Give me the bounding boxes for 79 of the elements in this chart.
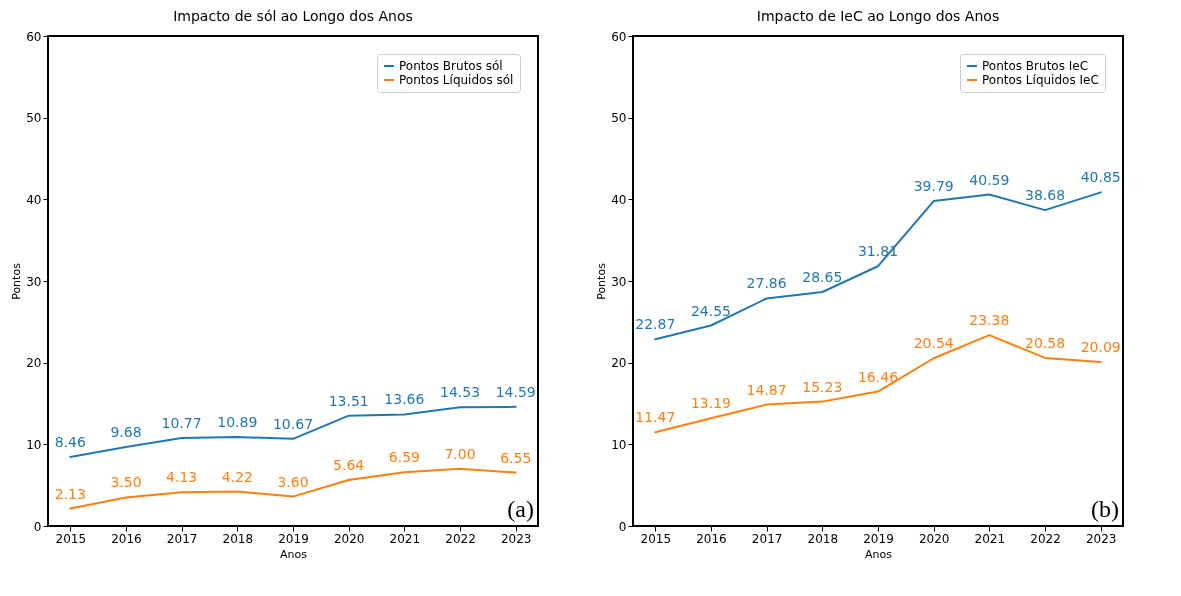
data-label: 5.64 <box>333 456 365 473</box>
data-label: 24.55 <box>690 302 731 319</box>
x-tick-label: 2019 <box>863 531 894 546</box>
data-label: 6.55 <box>500 449 532 466</box>
data-label: 40.85 <box>1080 169 1121 186</box>
data-label: 10.77 <box>161 415 202 432</box>
x-tick-label: 2021 <box>974 531 1006 546</box>
x-tick-label: 2023 <box>1085 531 1117 546</box>
x-tick-label: 2019 <box>278 531 309 546</box>
x-axis-title: Anos <box>865 547 893 561</box>
y-tick-label: 60 <box>26 29 42 44</box>
y-axis-title: Pontos <box>595 262 609 300</box>
chart-title: Impacto de IeC ao Longo dos Anos <box>756 8 1000 24</box>
data-label: 8.46 <box>54 433 86 450</box>
data-label: 20.58 <box>1025 334 1066 351</box>
x-tick-label: 2016 <box>696 531 727 546</box>
x-tick-label: 2022 <box>1030 531 1061 546</box>
x-tick-label: 2021 <box>389 531 421 546</box>
data-label: 9.68 <box>110 423 142 440</box>
x-axis-title: Anos <box>280 547 308 561</box>
legend-label: Pontos Brutos sól <box>399 59 503 73</box>
y-tick-label: 40 <box>26 192 42 207</box>
data-label: 3.60 <box>277 473 309 490</box>
x-tick-label: 2022 <box>445 531 476 546</box>
data-label: 4.13 <box>166 469 198 486</box>
data-label: 6.59 <box>388 449 420 466</box>
y-tick-label: 10 <box>26 437 42 452</box>
data-label: 13.51 <box>328 392 369 409</box>
x-tick-label: 2020 <box>918 531 950 546</box>
data-label: 14.87 <box>746 381 787 398</box>
y-tick-label: 30 <box>26 274 42 289</box>
data-label: 10.67 <box>272 415 314 432</box>
x-tick-label: 2015 <box>55 531 87 546</box>
chart-title: Impacto de sól ao Longo dos Anos <box>173 8 413 24</box>
data-label: 16.46 <box>857 368 899 385</box>
y-tick-label: 60 <box>611 29 627 44</box>
y-tick-label: 10 <box>611 437 627 452</box>
x-tick-label: 2018 <box>222 531 254 546</box>
data-label: 15.23 <box>802 378 843 395</box>
legend-label: Pontos Líquidos IeC <box>982 73 1099 87</box>
legend-label: Pontos Líquidos sól <box>399 73 514 87</box>
data-label: 38.68 <box>1025 187 1066 204</box>
y-tick-label: 50 <box>611 111 627 126</box>
data-label: 20.54 <box>913 335 954 352</box>
data-label: 20.09 <box>1080 338 1121 355</box>
x-tick-label: 2017 <box>166 531 198 546</box>
y-tick-label: 20 <box>611 356 627 371</box>
data-label: 14.53 <box>440 384 481 401</box>
data-label: 28.65 <box>802 269 843 286</box>
x-tick-label: 2018 <box>807 531 839 546</box>
x-tick-label: 2023 <box>500 531 532 546</box>
data-label: 3.50 <box>110 474 142 491</box>
y-tick-label: 30 <box>611 274 627 289</box>
data-label: 13.66 <box>384 391 425 408</box>
data-label: 14.59 <box>495 383 536 400</box>
data-label: 7.00 <box>444 445 476 462</box>
data-label: 23.38 <box>969 312 1010 329</box>
y-axis-title: Pontos <box>10 262 24 300</box>
data-label: 39.79 <box>913 178 954 195</box>
data-label: 2.13 <box>54 485 86 502</box>
data-label: 13.19 <box>690 395 731 412</box>
y-tick-label: 40 <box>611 192 627 207</box>
annotation: (a) <box>507 496 534 522</box>
data-label: 40.59 <box>969 171 1010 188</box>
x-tick-label: 2016 <box>111 531 142 546</box>
x-tick-label: 2015 <box>640 531 672 546</box>
y-tick-label: 50 <box>26 111 42 126</box>
y-tick-label: 0 <box>33 519 42 534</box>
annotation: (b) <box>1091 496 1119 522</box>
x-tick-label: 2017 <box>751 531 783 546</box>
legend-label: Pontos Brutos IeC <box>982 59 1089 73</box>
y-tick-label: 0 <box>618 519 627 534</box>
data-label: 22.87 <box>635 316 676 333</box>
data-label: 27.86 <box>746 275 787 292</box>
data-label: 11.47 <box>635 409 676 426</box>
data-label: 4.22 <box>221 468 253 485</box>
x-tick-label: 2020 <box>333 531 365 546</box>
data-label: 10.89 <box>217 414 258 431</box>
y-tick-label: 20 <box>26 356 42 371</box>
